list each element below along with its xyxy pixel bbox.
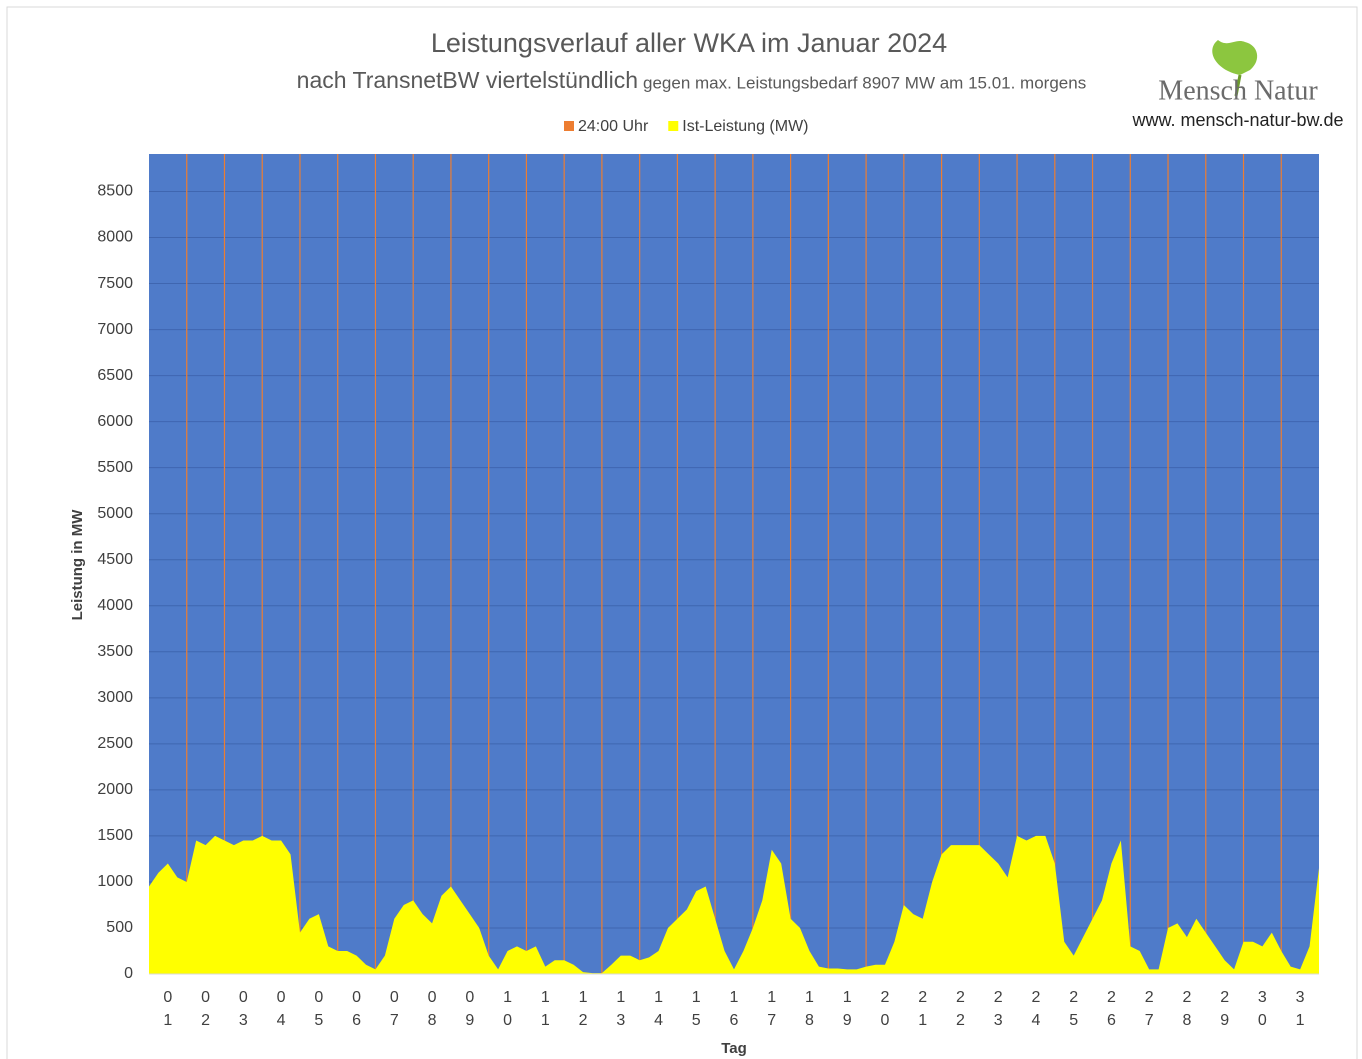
x-tick-label: 03 (238, 989, 248, 1029)
y-tick-label: 7000 (97, 321, 133, 338)
legend-swatch (668, 121, 679, 131)
x-tick-label: 10 (503, 989, 512, 1029)
y-tick-label: 4000 (97, 597, 133, 614)
y-tick-label: 8500 (97, 183, 133, 200)
y-tick-label: 6500 (97, 367, 133, 384)
y-tick-label: 3500 (97, 643, 133, 660)
x-tick-label: 23 (993, 989, 1003, 1029)
y-tick-label: 5500 (97, 459, 133, 476)
x-tick-label: 07 (389, 989, 399, 1029)
x-tick-label: 06 (352, 989, 362, 1029)
area (149, 835, 1319, 974)
x-tick-label: 31 (1295, 989, 1305, 1029)
x-axis-label: Tag (721, 1040, 747, 1057)
y-tick-label: 5000 (97, 505, 133, 522)
x-tick-label: 22 (955, 989, 965, 1029)
x-tick-label: 14 (654, 989, 663, 1029)
y-tick-label: 2500 (97, 735, 133, 752)
y-tick-label: 500 (106, 919, 133, 936)
x-tick-label: 16 (729, 989, 739, 1029)
y-tick-label: 0 (124, 965, 133, 982)
chart-subtitle: nach TransnetBW viertelstündlich (297, 67, 638, 93)
x-tick-label: 18 (805, 989, 814, 1029)
website: www. mensch-natur-bw.de (1131, 110, 1343, 130)
x-tick-label: 27 (1144, 989, 1154, 1029)
x-tick-label: 08 (427, 989, 437, 1029)
y-tick-label: 6000 (97, 413, 133, 430)
legend-label: 24:00 Uhr (578, 118, 649, 135)
x-tick-label: 01 (163, 989, 173, 1029)
x-tick-label: 25 (1069, 989, 1079, 1029)
x-tick-label: 24 (1031, 989, 1041, 1029)
y-tick-label: 1000 (97, 873, 133, 890)
x-tick-label: 21 (918, 989, 928, 1029)
x-tick-label: 12 (578, 989, 588, 1029)
x-tick-label: 17 (767, 989, 777, 1029)
x-tick-label: 04 (276, 989, 286, 1029)
logo-leaf (1212, 40, 1258, 97)
x-tick-label: 13 (616, 989, 626, 1029)
y-axis-label: Leistung in MW (69, 509, 86, 621)
chart-title: Leistungsverlauf aller WKA im Januar 202… (431, 28, 947, 58)
y-tick-label: 7500 (97, 275, 133, 292)
subtitle-note: gegen max. Leistungsbedarf 8907 MW am 15… (643, 73, 1086, 92)
x-tick-label: 09 (465, 989, 475, 1029)
x-tick-label: 28 (1182, 989, 1192, 1029)
x-tick-label: 30 (1257, 989, 1267, 1029)
chart-border (6, 6, 1358, 1059)
y-tick-label: 8000 (97, 229, 133, 246)
y-tick-label: 2000 (97, 781, 133, 798)
x-tick-label: 05 (314, 989, 324, 1029)
x-tick-label: 26 (1106, 989, 1116, 1029)
x-tick-label: 11 (540, 989, 550, 1029)
brand: Mensch Natur (1158, 75, 1318, 106)
plot-area (149, 154, 1319, 974)
x-tick-label: 29 (1220, 989, 1230, 1029)
legend-label: Ist-Leistung (MW) (682, 118, 808, 135)
y-tick-label: 3000 (97, 689, 133, 706)
x-tick-label: 15 (691, 989, 701, 1029)
y-tick-label: 4500 (97, 551, 133, 568)
y-tick-label: 1500 (97, 827, 133, 844)
x-tick-label: 20 (880, 989, 890, 1029)
legend-swatch (564, 121, 574, 131)
x-tick-label: 19 (842, 989, 852, 1029)
x-tick-label: 02 (201, 989, 211, 1029)
